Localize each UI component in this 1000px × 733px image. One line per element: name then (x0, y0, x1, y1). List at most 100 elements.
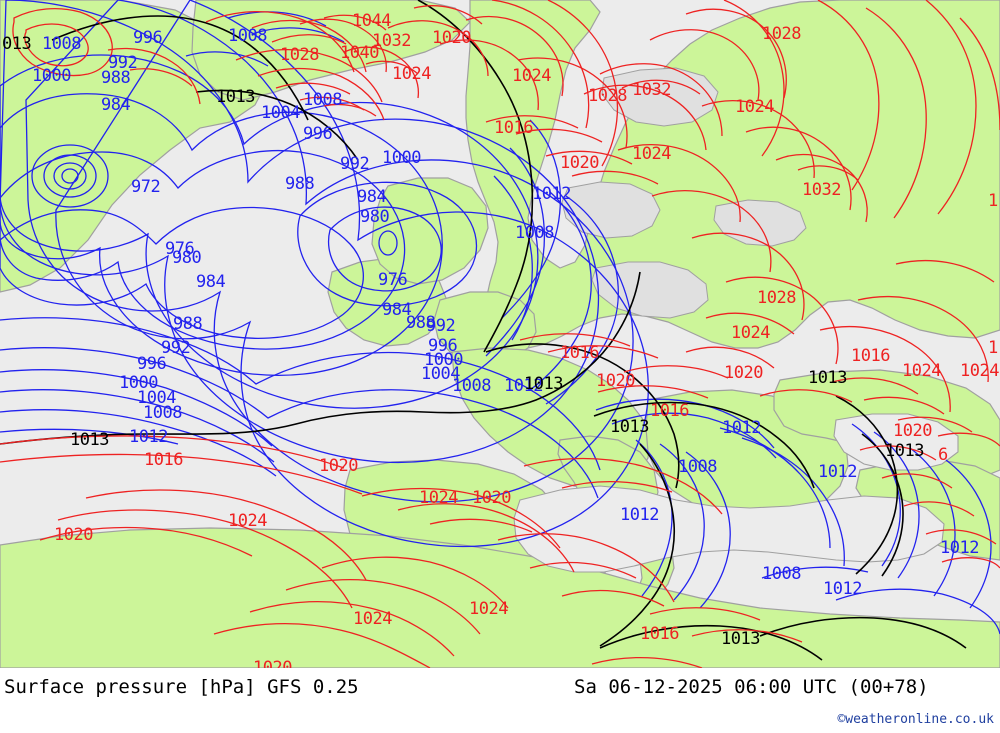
isobar-label: 984 (196, 272, 226, 292)
isobar-label: 1000 (119, 373, 158, 393)
isobar-label: 1020 (253, 658, 292, 669)
isobar-label: 1024 (512, 66, 551, 86)
isobar-label: 976 (378, 270, 408, 290)
isobar-label: 988 (101, 68, 131, 88)
isobar-label: 992 (426, 316, 456, 336)
isobar-label: 1020 (893, 421, 932, 441)
isobar-label: 1012 (823, 579, 862, 599)
isobar-label: 996 (137, 354, 167, 374)
isobar-label: 1032 (632, 80, 671, 100)
isobar-label: 1016 (851, 346, 890, 366)
high-pressure-isobars (0, 0, 1000, 668)
isobar-label: 1016 (640, 624, 679, 644)
isobar-label: 1000 (424, 350, 463, 370)
isobar-label: 1028 (280, 45, 319, 65)
scandinavia-russia-landmass (465, 0, 1000, 349)
mediterranean-sea (513, 413, 959, 573)
isobar-label: 1008 (762, 564, 801, 584)
isobar-label: 972 (131, 177, 161, 197)
isobar-label: 1020 (432, 28, 471, 48)
isobar-label: 988 (173, 314, 203, 334)
isobar-label: 1044 (352, 11, 391, 31)
isobar-label: 1028 (588, 86, 627, 106)
isobar-label: 1020 (596, 371, 635, 391)
isobar-label: 1013 (524, 374, 563, 394)
isobar-label: 1024 (735, 97, 774, 117)
isobar-label: 1008 (452, 376, 491, 396)
isobar-label: 1032 (372, 31, 411, 51)
model-run-timestamp: Sa 06-12-2025 06:00 UTC (00+78) (574, 676, 929, 698)
isobar-label: 1 (988, 338, 998, 358)
isobar-label: 1008 (678, 457, 717, 477)
isobar-label: 1004 (137, 388, 176, 408)
isobar-label: 1012 (532, 184, 571, 204)
isobar-label: 1016 (650, 401, 689, 421)
baltic-sea (561, 181, 661, 239)
isobar-label: 1000 (382, 148, 421, 168)
isobar-label: 1 (988, 191, 998, 211)
low-pressure-isobars (0, 0, 1000, 635)
isobar-label: 1013 (70, 430, 109, 450)
isobar-label: 1008 (515, 223, 554, 243)
isobar-label: 1024 (353, 609, 392, 629)
isobar-label: 1016 (144, 450, 183, 470)
isobar-label: 1013 (216, 87, 255, 107)
product-title: Surface pressure [hPa] GFS 0.25 (4, 676, 359, 698)
isobar-label: 1013 (885, 441, 924, 461)
isobar-label: 976 (165, 239, 195, 259)
isobar-label: 1020 (319, 456, 358, 476)
isobar-label: 984 (101, 95, 131, 115)
isobar-label: 1008 (143, 403, 182, 423)
isobar-label: 1004 (421, 364, 460, 384)
isobar-label: 1020 (472, 488, 511, 508)
isobar-label: 1024 (228, 511, 267, 531)
isobar-label: 1020 (54, 525, 93, 545)
isobar-label: 992 (340, 154, 370, 174)
isobar-label: 1024 (469, 599, 508, 619)
inland-gray-regions (561, 67, 807, 319)
isobar-label: 984 (357, 187, 387, 207)
isobar-label: 996 (133, 28, 163, 48)
isobar-label: 6 (938, 445, 948, 465)
isobar-label: 1013 (610, 417, 649, 437)
isobar-label: 992 (108, 53, 138, 73)
isobar-label: 984 (382, 300, 412, 320)
isobar-label: 1008 (42, 34, 81, 54)
isobar-label: 1040 (340, 43, 379, 63)
isobar-label: 1004 (261, 103, 300, 123)
isobar-label: 1020 (560, 153, 599, 173)
isobar-label: 1024 (731, 323, 770, 343)
isobar-label: 1024 (960, 361, 999, 381)
isobar-label: 013 (2, 34, 32, 54)
isobar-label: 1013 (721, 629, 760, 649)
isobar-label: 1024 (902, 361, 941, 381)
black-sea (833, 413, 959, 471)
isobar-label: 996 (428, 336, 458, 356)
isobar-label: 988 (285, 174, 315, 194)
isobar-label: 992 (161, 338, 191, 358)
isobar-label: 1028 (762, 24, 801, 44)
isobar-label: 1028 (757, 288, 796, 308)
isobar-label: 1024 (392, 64, 431, 84)
isobar-label: 1012 (818, 462, 857, 482)
isobar-label: 1016 (494, 118, 533, 138)
isobar-label: 1012 (129, 427, 168, 447)
isobar-label: 988 (406, 313, 436, 333)
isobar-label: 996 (303, 124, 333, 144)
isobar-label: 1020 (724, 363, 763, 383)
isobar-label: 1032 (802, 180, 841, 200)
map-graphics (0, 0, 1000, 668)
surface-pressure-map[interactable]: 013 1008 996 1000 988 992 984 972 976 980 984 988 99… (0, 0, 1000, 668)
provider-attribution: ©weatheronline.co.uk (837, 712, 994, 727)
isobar-label: 1013 (808, 368, 847, 388)
isobar-label: 1012 (620, 505, 659, 525)
isobar-label: 980 (172, 248, 202, 268)
isobar-label: 1024 (632, 144, 671, 164)
isobar-label: 1012 (722, 418, 761, 438)
isobar-label: 1016 (560, 343, 599, 363)
isobar-label: 1000 (32, 66, 71, 86)
reference-isobars-1013 (0, 0, 967, 661)
isobar-label: 1008 (303, 90, 342, 110)
map-footer: Surface pressure [hPa] GFS 0.25 Sa 06-12… (0, 668, 1000, 733)
